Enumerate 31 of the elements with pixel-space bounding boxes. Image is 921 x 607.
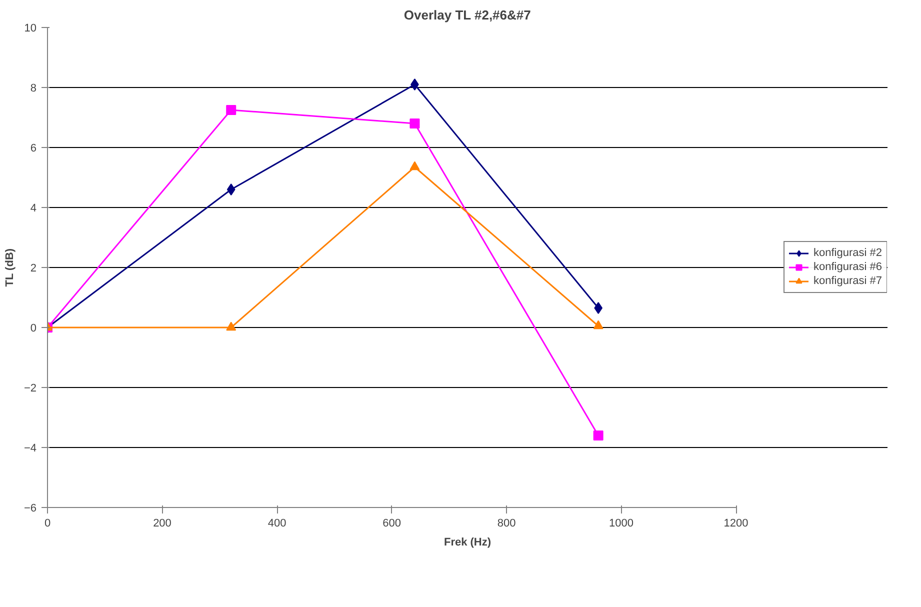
y-tick-label: −2 bbox=[24, 382, 37, 394]
y-axis-title: TL (dB) bbox=[4, 248, 16, 287]
legend-label: konfigurasi #6 bbox=[814, 260, 882, 274]
x-tick-label: 200 bbox=[153, 518, 172, 530]
x-tick-label: 0 bbox=[44, 518, 51, 530]
chart-title: Overlay TL #2,#6&#7 bbox=[404, 8, 531, 22]
point bbox=[226, 184, 236, 196]
point bbox=[226, 322, 236, 331]
point bbox=[410, 161, 420, 170]
x-tick-label: 400 bbox=[268, 518, 286, 530]
y-tick-label: 4 bbox=[30, 202, 37, 214]
point bbox=[594, 302, 602, 314]
x-tick-label: 800 bbox=[497, 518, 516, 530]
y-tick-label: 8 bbox=[30, 82, 37, 94]
point bbox=[593, 430, 604, 440]
point bbox=[226, 105, 236, 115]
y-tick-label: 6 bbox=[30, 142, 37, 154]
legend-label: konfigurasi #2 bbox=[814, 246, 882, 260]
x-tick-label: 1200 bbox=[724, 518, 748, 530]
x-tick-label: 1000 bbox=[609, 518, 634, 530]
x-tick-label: 600 bbox=[382, 518, 401, 530]
y-tick-label: 2 bbox=[30, 262, 37, 274]
point bbox=[410, 118, 420, 128]
y-tick-label: 0 bbox=[30, 322, 37, 334]
x-axis-title: Frek (Hz) bbox=[444, 536, 492, 548]
point bbox=[593, 320, 604, 330]
y-tick-label: −4 bbox=[24, 442, 37, 454]
point bbox=[410, 78, 419, 90]
y-tick-label: 10 bbox=[24, 22, 37, 34]
legend-label: konfigurasi #7 bbox=[814, 274, 882, 288]
y-tick-label: −6 bbox=[24, 502, 37, 514]
